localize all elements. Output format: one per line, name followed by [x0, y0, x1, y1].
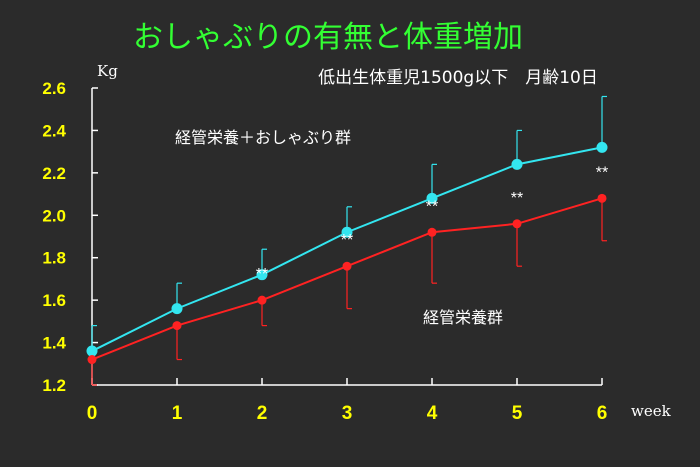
y-tick-label: 1.2: [42, 376, 66, 395]
x-axis-label: week: [631, 402, 672, 420]
significance-marker: **: [426, 198, 438, 215]
significance-marker: **: [256, 266, 268, 283]
data-point-1: [512, 219, 522, 229]
data-points: [86, 141, 608, 365]
series-lines: [91, 146, 603, 361]
x-tick-label: 0: [87, 403, 98, 424]
y-tick-label: 1.6: [42, 291, 66, 310]
data-point-0: [256, 269, 268, 281]
data-point-0: [511, 158, 523, 170]
data-point-1: [342, 261, 352, 271]
x-tick-label: 1: [172, 403, 183, 424]
y-tick-label: 1.4: [42, 334, 66, 353]
significance-marker: **: [341, 232, 353, 249]
series-line-0: [91, 146, 603, 352]
significance-markers: ** ** ** ** **: [256, 164, 608, 283]
chart-title: おしゃぶりの有無と体重増加: [133, 20, 523, 55]
chart-subtitle: 低出生体重児1500g以下 月齢10日: [318, 68, 598, 88]
data-point-1: [87, 355, 97, 365]
series-label-pacifier: 経管栄養＋おしゃぶり群: [175, 128, 351, 147]
data-point-1: [172, 321, 182, 331]
data-point-0: [596, 141, 608, 153]
data-point-1: [597, 193, 607, 203]
data-point-0: [86, 345, 98, 357]
data-point-0: [171, 303, 183, 315]
data-point-0: [426, 192, 438, 204]
x-tick-label: 6: [597, 403, 608, 424]
significance-marker: **: [596, 164, 608, 181]
y-axis-unit: Kg: [97, 62, 118, 80]
y-tick-label: 2.0: [42, 206, 66, 225]
series-label-tube-only: 経管栄養群: [423, 308, 503, 327]
data-point-1: [257, 295, 267, 305]
x-tick-label: 3: [342, 403, 353, 424]
data-point-0: [341, 226, 353, 238]
significance-marker: **: [511, 190, 523, 207]
y-tick-label: 2.6: [42, 79, 66, 98]
x-tick-label: 4: [427, 403, 438, 424]
data-point-1: [427, 227, 437, 237]
x-tick-label: 5: [512, 403, 523, 424]
y-tick-label: 1.8: [42, 249, 66, 268]
axes: 1.2 1.4 1.6 1.8 2.0 2.2 2.4 2.6 0 1 2 3 4 5 6: [42, 79, 607, 424]
y-tick-label: 2.4: [42, 121, 66, 140]
y-tick-label: 2.2: [42, 164, 66, 183]
x-tick-label: 2: [257, 403, 268, 424]
